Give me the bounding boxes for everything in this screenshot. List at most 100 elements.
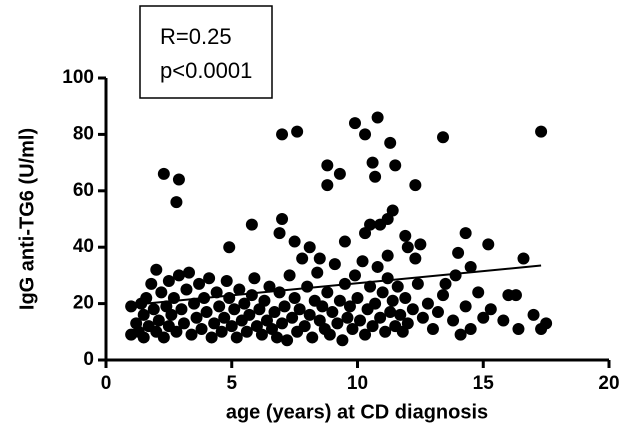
point [288,235,301,248]
point [223,241,236,254]
point [391,280,404,293]
annotation: p<0.0001 [160,58,252,83]
trend-line [131,264,542,307]
point [273,286,286,299]
point [321,179,334,192]
point [399,229,412,242]
point [421,297,434,310]
y-tick-label: 40 [73,236,94,257]
point [348,269,361,282]
point [376,286,389,299]
point [152,314,165,327]
point [379,325,392,338]
point [411,277,424,290]
point [306,331,319,344]
point [311,266,324,279]
point [343,300,356,313]
point [205,331,218,344]
point [431,306,444,319]
point [371,260,384,273]
point [255,328,268,341]
point [384,136,397,149]
x-tick-label: 20 [598,373,619,394]
point [331,317,344,330]
point [401,241,414,254]
point [293,303,306,316]
x-axis-label: age (years) at CD diagnosis [226,401,488,423]
point [190,311,203,324]
point [477,311,490,324]
point [497,314,510,327]
point [213,300,226,313]
point [371,111,384,124]
y-axis-label: IgG anti-TG6 (U/ml) [16,128,38,310]
point [225,320,238,333]
point [170,196,183,209]
point [195,322,208,335]
point [321,159,334,172]
point [321,286,334,299]
point [346,322,359,335]
point [273,227,286,240]
point [482,238,495,251]
point [298,320,311,333]
point [245,218,258,231]
point [389,159,402,172]
point [535,125,548,138]
point [180,283,193,296]
point [283,269,296,282]
point [233,283,246,296]
point [459,300,472,313]
point [286,311,299,324]
point [193,277,206,290]
point [333,294,346,307]
point [281,334,294,347]
point [177,317,190,330]
point [509,289,522,302]
point [409,179,422,192]
y-tick-label: 60 [73,180,94,201]
point [155,286,168,299]
point [333,167,346,180]
point [384,306,397,319]
point [240,325,253,338]
point [464,322,477,335]
point [406,303,419,316]
point [220,275,233,288]
point [540,317,553,330]
point [394,308,407,321]
point [366,320,379,333]
point [182,266,195,279]
point [326,306,339,319]
point [245,289,258,302]
x-tick-label: 5 [226,373,237,394]
point [278,300,291,313]
point [172,269,185,282]
point [276,317,289,330]
point [381,213,394,225]
point [215,325,228,338]
point [145,277,158,290]
point [223,291,236,304]
point [449,269,462,282]
point [472,286,485,299]
point [328,258,341,271]
point [301,280,314,293]
point [268,306,281,319]
point [447,314,460,327]
point [140,291,153,304]
point [228,303,241,316]
point [336,334,349,347]
point [243,308,256,321]
point [323,328,336,341]
point [512,322,525,335]
point [366,156,379,169]
point [338,235,351,248]
point [170,325,183,338]
point [303,241,316,254]
point [527,308,540,321]
x-tick-label: 0 [101,373,112,394]
point [484,303,497,316]
point [137,308,150,321]
point [517,252,530,265]
